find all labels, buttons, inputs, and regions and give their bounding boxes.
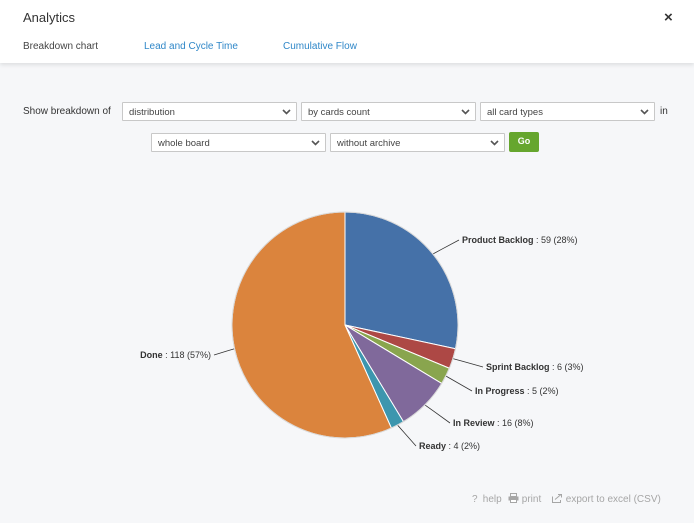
help-link[interactable]: ? help [472,493,502,505]
connector-ready [397,424,417,447]
export-icon [552,494,562,503]
slice-label-product-backlog: Product Backlog : 59 (28%) [462,235,578,245]
slice-value: : 118 (57%) [163,350,211,360]
connector-done [213,348,235,356]
print-label: print [521,494,542,505]
measure-select[interactable]: by cards count [301,102,476,121]
chevron-down-icon [640,109,649,115]
tab-cumulative-flow[interactable]: Cumulative Flow [283,41,357,52]
go-button[interactable]: Go [509,132,539,152]
archive-select[interactable]: without archive [330,133,505,152]
slice-value: : 59 (28%) [534,235,578,245]
slice-label-done: Done : 118 (57%) [140,350,211,360]
connector-sprint-backlog [452,358,484,368]
tab-lead-and-cycle-time[interactable]: Lead and Cycle Time [144,41,238,52]
show-breakdown-label: Show breakdown of [23,106,111,117]
chevron-down-icon [282,109,291,115]
svg-text:?: ? [472,494,478,503]
export-csv-link[interactable]: export to excel (CSV) [552,493,661,505]
breakdown-select[interactable]: distribution [122,102,297,121]
measure-select-value: by cards count [308,107,370,118]
pie-rim [231,211,459,439]
slice-value: : 16 (8%) [495,418,534,428]
close-icon[interactable]: × [664,9,673,26]
slice-value: : 5 (2%) [525,386,559,396]
slice-name: Ready [419,441,446,451]
connector-in-review [424,404,451,424]
chevron-down-icon [490,140,499,146]
slice-label-in-review: In Review : 16 (8%) [453,418,534,428]
card-types-select-value: all card types [487,107,543,118]
connector-in-progress [445,375,473,392]
slice-name: In Progress [475,386,525,396]
modal-header: Analytics × Breakdown chart Lead and Cyc… [0,0,694,63]
scope-select[interactable]: whole board [151,133,326,152]
question-icon: ? [472,494,478,505]
slice-name: Product Backlog [462,235,534,245]
card-types-select[interactable]: all card types [480,102,655,121]
slice-label-ready: Ready : 4 (2%) [419,441,480,451]
breakdown-select-value: distribution [129,107,175,118]
slice-label-in-progress: In Progress : 5 (2%) [475,386,559,396]
scope-select-value: whole board [158,138,210,149]
chevron-down-icon [311,140,320,146]
chevron-down-icon [461,109,470,115]
slice-name: Sprint Backlog [486,362,550,372]
window-title: Analytics [23,10,76,25]
in-label: in [660,106,668,117]
slice-label-sprint-backlog: Sprint Backlog : 6 (3%) [486,362,584,372]
export-label: export to excel (CSV) [565,494,661,505]
tab-breakdown-chart[interactable]: Breakdown chart [23,41,99,52]
slice-value: : 4 (2%) [446,441,480,451]
help-label: help [482,494,502,505]
connector-product-backlog [432,239,460,255]
slice-value: : 6 (3%) [550,362,584,372]
archive-select-value: without archive [337,138,401,149]
slice-name: Done [140,350,163,360]
printer-icon [508,493,519,503]
slice-name: In Review [453,418,496,428]
print-link[interactable]: print [508,493,541,505]
